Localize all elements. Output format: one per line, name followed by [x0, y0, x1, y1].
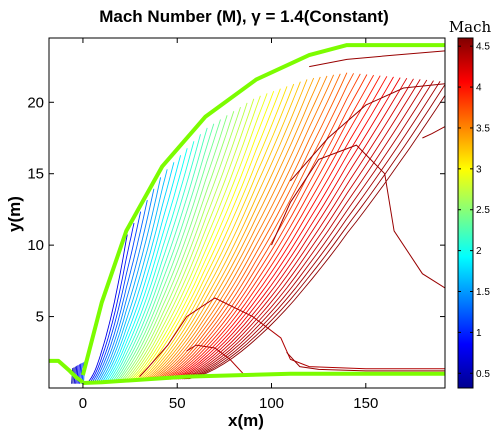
contour-line — [157, 73, 354, 381]
contour-line — [120, 111, 235, 381]
contour-line — [108, 141, 195, 382]
contour-line — [139, 297, 445, 377]
contour-line — [114, 123, 215, 382]
y-axis-label: y(m) — [5, 196, 24, 232]
contour-line — [271, 144, 445, 289]
contour-line — [131, 93, 268, 381]
contour-line — [133, 90, 275, 381]
contour-line — [125, 102, 248, 381]
plot-frame — [48, 37, 446, 389]
contour-line — [90, 222, 135, 382]
contour-line — [141, 81, 301, 381]
colorbar-tick-label: 2.5 — [476, 205, 490, 216]
contour-line — [112, 127, 208, 382]
colorbar — [457, 37, 474, 389]
colorbar-tick-label: 1.5 — [476, 287, 490, 298]
contour-line — [153, 73, 341, 381]
y-axis-ticks: 5 10 15 20 — [27, 94, 445, 326]
y-tick-label: 10 — [27, 237, 44, 254]
colorbar-tick-label: 2 — [476, 246, 482, 257]
contour-line — [143, 79, 308, 381]
x-tick-label: 150 — [353, 395, 378, 412]
x-tick-label: 100 — [259, 395, 284, 412]
subsonic-contour-line — [76, 365, 79, 384]
contour-line — [171, 77, 401, 380]
contour-line — [100, 169, 168, 382]
contour-line — [129, 95, 261, 381]
contour-line — [290, 83, 445, 182]
colorbar-tick-label: 0.5 — [476, 369, 490, 380]
y-tick-label: 15 — [27, 166, 44, 183]
inlet-lip — [49, 358, 85, 384]
contour-line — [104, 155, 182, 382]
contour-line — [149, 75, 328, 381]
contour-line — [92, 211, 142, 382]
contour-line — [145, 77, 315, 381]
contour-line — [165, 75, 381, 380]
contour-line — [139, 83, 295, 381]
contour-line — [182, 80, 434, 380]
contour-line — [161, 74, 368, 380]
x-tick-label: 50 — [169, 395, 186, 412]
colorbar-tick-label: 3 — [476, 164, 482, 175]
shock-curve — [80, 43, 445, 376]
contour-line — [102, 162, 175, 382]
contour-line — [186, 344, 244, 375]
y-tick-label: 20 — [27, 94, 44, 111]
contour-line — [176, 78, 414, 380]
contour-line — [422, 126, 445, 139]
chart-title: Mach Number (M), γ = 1.4(Constant) — [99, 7, 389, 26]
colorbar-ticks: 0.5 1 1.5 2 2.5 3 3.5 4 4.5 — [458, 42, 490, 380]
contour-line — [116, 119, 221, 381]
contour-line — [122, 106, 241, 381]
contour-line — [127, 98, 255, 381]
contour-line — [94, 200, 148, 382]
contour-line — [286, 351, 445, 372]
x-tick-label: 0 — [79, 395, 87, 412]
contour-line — [98, 177, 162, 382]
colorbar-tick-label: 4.5 — [476, 42, 490, 53]
contour-line — [188, 94, 445, 380]
contour-line — [151, 74, 335, 381]
contour-line — [96, 188, 155, 382]
contour-line — [147, 76, 321, 381]
shock-wave — [49, 43, 445, 385]
contour-line — [135, 88, 281, 381]
colorbar-tick-label: 3.5 — [476, 123, 490, 134]
contour-line — [118, 115, 228, 381]
colorbar-label: Mach — [449, 18, 492, 36]
colorbar-tick-label: 4 — [476, 83, 482, 94]
contour-line — [186, 83, 445, 380]
contour-line — [163, 74, 374, 380]
x-axis-ticks: 0 50 100 150 — [79, 38, 378, 412]
contour-line — [178, 79, 421, 380]
contour-line — [88, 234, 128, 382]
contour-line — [110, 134, 201, 382]
x-axis-label: x(m) — [228, 411, 264, 430]
mach-contour-lines — [71, 50, 445, 384]
contour-line — [137, 86, 288, 381]
contour-line — [106, 148, 188, 382]
contour-line — [169, 76, 394, 380]
contour-line — [155, 72, 348, 381]
y-tick-label: 5 — [36, 309, 44, 326]
contour-line — [174, 77, 408, 380]
contour-line — [180, 79, 428, 380]
contour-line — [309, 50, 445, 68]
contour-line — [167, 76, 388, 380]
colorbar-tick-label: 1 — [476, 328, 482, 339]
wall-line — [82, 371, 445, 385]
